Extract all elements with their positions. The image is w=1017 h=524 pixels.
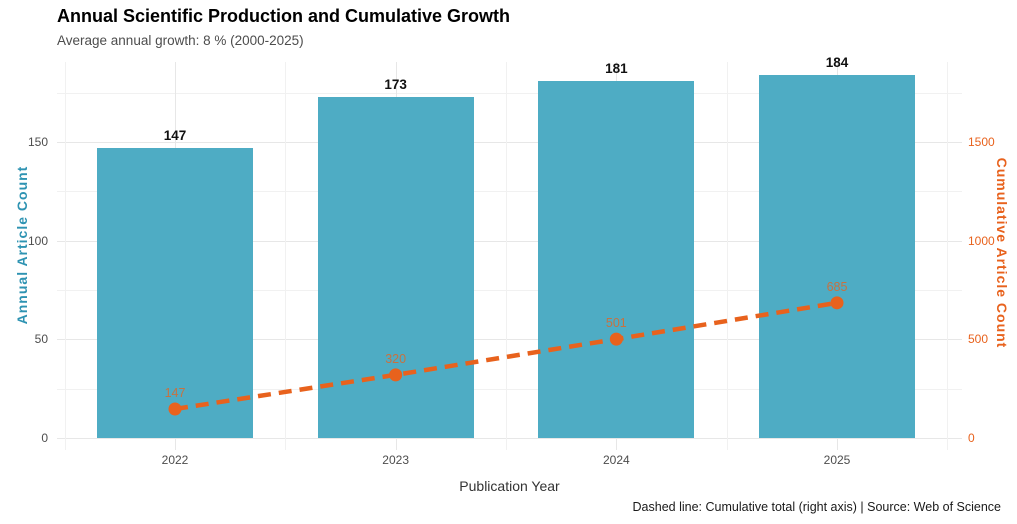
x-axis-tick-label: 2024 xyxy=(602,453,630,467)
gridline-v-minor xyxy=(64,62,66,450)
x-axis-tick-label: 2025 xyxy=(823,453,851,467)
cumulative-point xyxy=(609,332,623,346)
gridline-v-minor xyxy=(506,62,507,450)
gridline-h-minor xyxy=(57,290,962,291)
gridline-h-major xyxy=(57,142,962,143)
cumulative-value-label: 685 xyxy=(826,279,848,294)
gridline-v-minor xyxy=(285,62,287,450)
right-axis-tick-label: 500 xyxy=(968,332,989,347)
bar-value-label: 181 xyxy=(605,60,628,76)
plot-panel: 147 173 181 184 147 320 501 685 xyxy=(57,55,962,450)
cumulative-point xyxy=(389,368,403,382)
chart-caption: Dashed line: Cumulative total (right axi… xyxy=(632,500,1001,514)
gridline-h-minor xyxy=(57,388,962,390)
bar-2022 xyxy=(97,147,253,438)
gridline-h-minor xyxy=(57,92,962,94)
right-axis-tick-label: 0 xyxy=(968,431,975,445)
cumulative-line xyxy=(168,296,844,416)
cumulative-point xyxy=(168,402,182,416)
x-axis-tick-label: 2022 xyxy=(161,453,189,467)
bar-2024 xyxy=(538,80,695,438)
cumulative-value-label: 320 xyxy=(385,351,407,366)
bar-value-label: 147 xyxy=(163,127,187,143)
left-axis-tick-label: 100 xyxy=(27,233,48,248)
cumulative-line-path xyxy=(174,300,838,412)
cumulative-value-label: 501 xyxy=(605,316,627,331)
gridline-v-minor xyxy=(947,62,949,450)
bar-2025 xyxy=(759,74,915,438)
right-axis-tick-label: 1000 xyxy=(968,233,995,248)
gridline-h-major xyxy=(57,438,962,439)
bar-value-label: 173 xyxy=(384,76,407,92)
left-axis-tick-label: 0 xyxy=(41,431,48,445)
gridline-h-major xyxy=(57,240,962,242)
right-axis-tick-label: 1500 xyxy=(968,135,995,149)
bar-value-label: 184 xyxy=(825,54,849,70)
left-axis-tick-label: 50 xyxy=(34,332,48,347)
cumulative-value-label: 147 xyxy=(164,385,186,400)
gridline-v-minor xyxy=(726,62,728,450)
cumulative-point xyxy=(830,296,844,310)
chart-subtitle: Average annual growth: 8 % (2000-2025) xyxy=(57,33,304,48)
gridline-h-minor xyxy=(57,191,962,193)
left-axis-tick-label: 150 xyxy=(27,135,48,149)
x-axis-title: Publication Year xyxy=(459,478,560,494)
x-axis-tick-label: 2023 xyxy=(382,453,410,467)
gridline-h-major xyxy=(57,339,962,341)
chart-title: Annual Scientific Production and Cumulat… xyxy=(57,6,511,26)
